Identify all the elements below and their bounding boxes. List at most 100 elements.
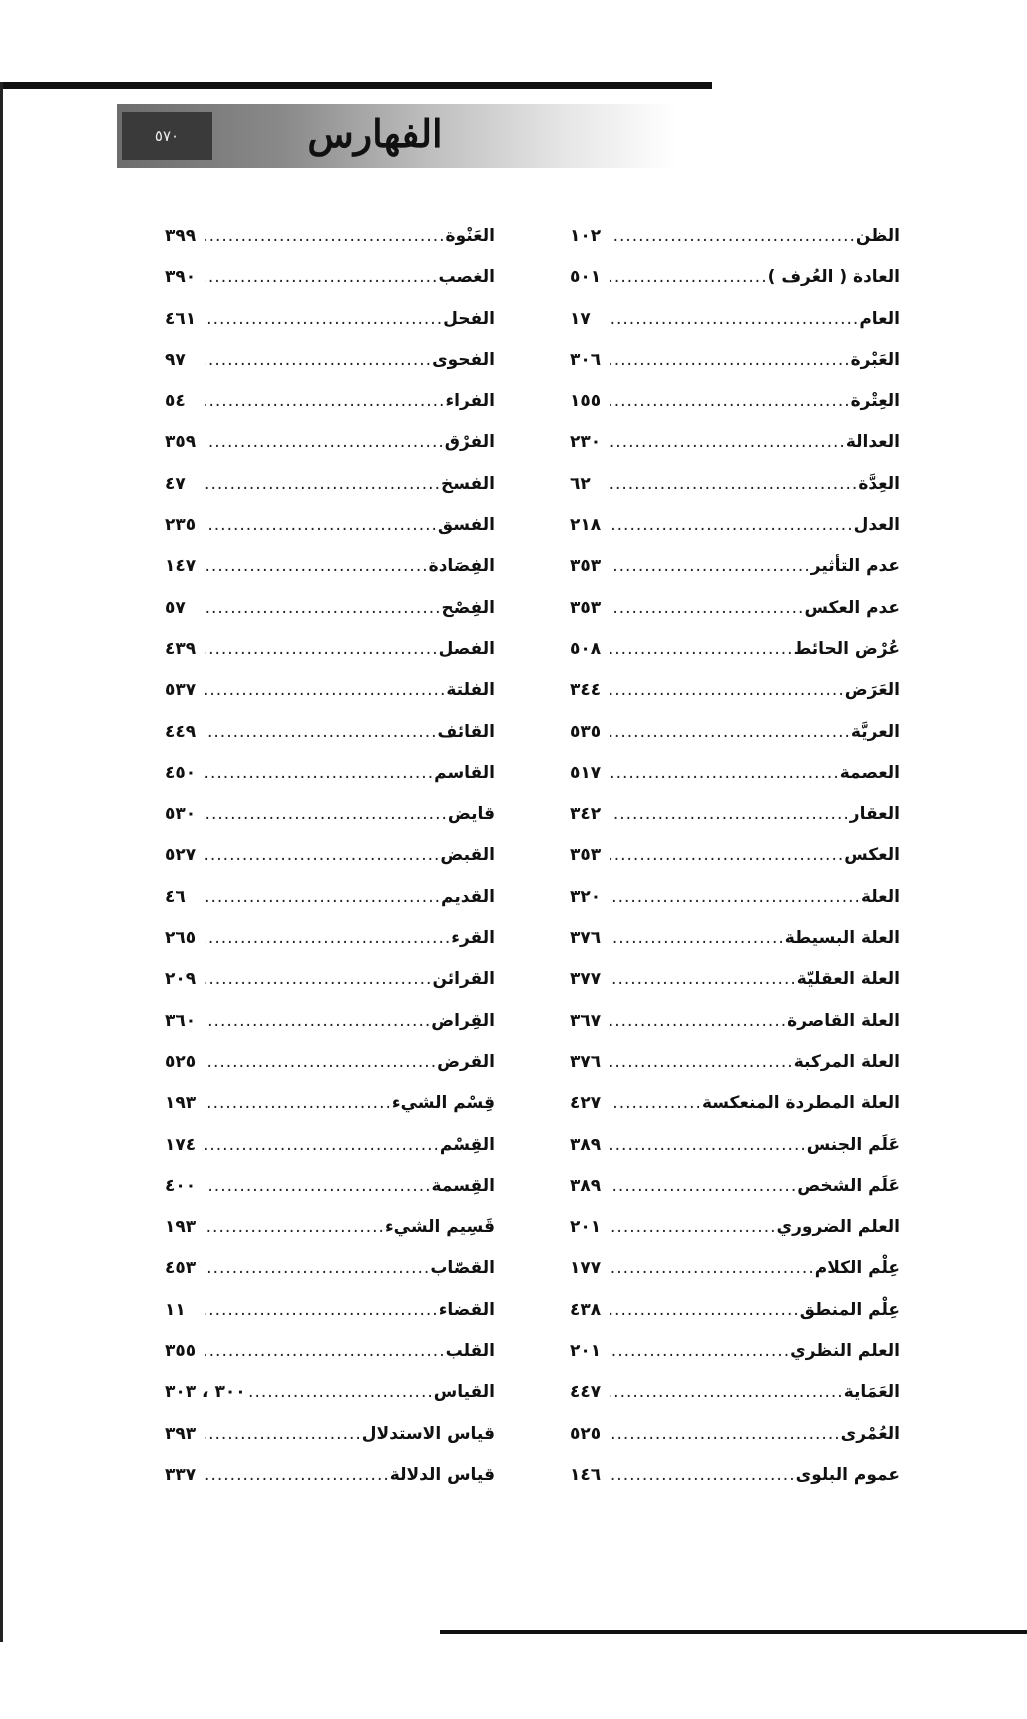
page-reference: ١٥٥	[570, 391, 602, 412]
dot-leader	[610, 804, 850, 824]
page-reference: ٣٤٢	[570, 804, 602, 825]
dot-leader	[205, 1052, 437, 1072]
page-reference: ٣٩٩	[165, 226, 197, 246]
dot-leader	[205, 1424, 362, 1444]
page-reference: ٥٢٧	[165, 845, 197, 866]
index-term: الفِصْح	[441, 597, 495, 618]
index-term: عدم العكس	[804, 597, 900, 618]
index-term: عَلَم الشخص	[797, 1175, 900, 1196]
index-term: القرض	[437, 1051, 495, 1072]
dot-leader	[205, 1341, 446, 1361]
index-term: عُرْض الحائط	[793, 638, 900, 659]
dot-leader	[205, 804, 448, 824]
page-reference: ٦٢	[570, 473, 591, 494]
page-reference: ٣٥٥	[165, 1341, 197, 1362]
dot-leader	[610, 722, 851, 742]
page-reference: ٣٠٦	[570, 349, 602, 370]
index-term: العدالة	[845, 432, 900, 453]
index-entry: العدل ٢١٨	[570, 515, 900, 556]
page-reference: ١٠٢	[570, 226, 602, 246]
index-entry: العلة المركبة ٣٧٦	[570, 1052, 900, 1093]
index-entry: القضاء ١١	[165, 1300, 495, 1341]
dot-leader	[610, 1341, 790, 1361]
index-term: عِلْم المنطق	[799, 1299, 900, 1320]
index-entry: قَسِيم الشيء ١٩٣	[165, 1217, 495, 1258]
page-reference: ٤٦	[165, 886, 186, 907]
page-reference: ٣٦٠	[165, 1010, 197, 1031]
dot-leader	[610, 1135, 807, 1155]
index-entry: العُمْرى ٥٢٥	[570, 1424, 900, 1465]
page-reference: ١٩٣	[165, 1217, 197, 1238]
index-entry: القلب ٣٥٥	[165, 1341, 495, 1382]
dot-leader	[205, 969, 432, 989]
index-entry: القرض ٥٢٥	[165, 1052, 495, 1093]
dot-leader	[610, 845, 844, 865]
page-reference: ٤٣٩	[165, 638, 197, 659]
index-term: الفِصَادة	[428, 556, 495, 577]
index-entry: الفسق ٢٣٥	[165, 515, 495, 556]
index-term: الفحوى	[432, 349, 495, 370]
index-column-left: العَنْوة ٣٩٩ الغصب ٣٩٠ الفحل ٤٦١ الفحوى ٩٧ الفرا…	[165, 226, 495, 1506]
page-reference: ٣٤٤	[570, 680, 602, 701]
index-term: القِسْم	[439, 1134, 495, 1155]
index-entry: الظن ١٠٢	[570, 226, 900, 267]
page-title: الفهارس	[307, 111, 443, 156]
index-term: العلة القاصرة	[787, 1010, 900, 1031]
dot-leader	[205, 887, 441, 907]
dot-leader	[610, 928, 785, 948]
dot-leader	[205, 1217, 385, 1237]
dot-leader	[205, 267, 438, 287]
index-term: القضاء	[438, 1299, 495, 1320]
dot-leader	[610, 1176, 797, 1196]
page-reference: ٢٠٩	[165, 969, 197, 990]
index-term: القائف	[437, 721, 495, 742]
index-term: القِراض	[431, 1010, 495, 1031]
page-reference: ٥٣٠	[165, 804, 197, 825]
dot-leader	[610, 887, 861, 907]
index-term: العادة ( العُرف )	[767, 267, 900, 288]
index-entry: العكس ٣٥٣	[570, 845, 900, 886]
index-term: الفراء	[445, 391, 495, 412]
index-term: العلة	[860, 886, 900, 907]
index-term: القرائن	[432, 969, 495, 990]
index-entry: العلة المطردة المنعكسة ٤٢٧	[570, 1093, 900, 1134]
page-reference: ١٧٧	[570, 1258, 602, 1279]
page-reference: ٢٦٥	[165, 928, 197, 949]
dot-leader	[205, 1258, 430, 1278]
page-reference: ٣٥٣	[570, 556, 602, 577]
index-term: العِدَّة	[858, 473, 900, 494]
index-term: العِتْرة	[850, 391, 900, 412]
index-term: القياس	[433, 1382, 495, 1403]
dot-leader	[610, 763, 840, 783]
index-term: القِسمة	[431, 1175, 495, 1196]
page-reference: ٣٥٣	[570, 597, 602, 618]
index-term: الفصل	[438, 638, 495, 659]
page-reference: ٥٤	[165, 391, 186, 412]
index-term: الظن	[855, 226, 900, 246]
dot-leader	[610, 639, 794, 659]
page-reference: ٢٣٠	[570, 432, 602, 453]
page-reference: ٥٢٥	[165, 1051, 197, 1072]
dot-leader	[610, 391, 851, 411]
index-entry: القرائن ٢٠٩	[165, 969, 495, 1010]
index-term: العريَّة	[850, 721, 900, 742]
page-reference: ٤٥٠	[165, 762, 197, 783]
index-entry: القائف ٤٤٩	[165, 722, 495, 763]
dot-leader	[205, 1011, 431, 1031]
page-reference: ٤٤٩	[165, 721, 197, 742]
page-reference: ٥٣٥	[570, 721, 602, 742]
page-reference: ٤٣٨	[570, 1299, 602, 1320]
page-reference: ١١	[165, 1299, 186, 1320]
index-entry: العلة القاصرة ٣٦٧	[570, 1011, 900, 1052]
index-term: الفسق	[437, 515, 495, 536]
index-entry: العادة ( العُرف ) ٥٠١	[570, 267, 900, 308]
index-term: الغصب	[438, 267, 495, 288]
page-reference: ٢٣٥	[165, 515, 197, 536]
index-entry: القِراض ٣٦٠	[165, 1011, 495, 1052]
dot-leader	[205, 432, 445, 452]
index-entry: العَرَض ٣٤٤	[570, 680, 900, 721]
top-rule	[0, 82, 712, 89]
index-entry: عَلَم الجنس ٣٨٩	[570, 1135, 900, 1176]
dot-leader	[610, 1258, 815, 1278]
dot-leader	[246, 1382, 434, 1402]
